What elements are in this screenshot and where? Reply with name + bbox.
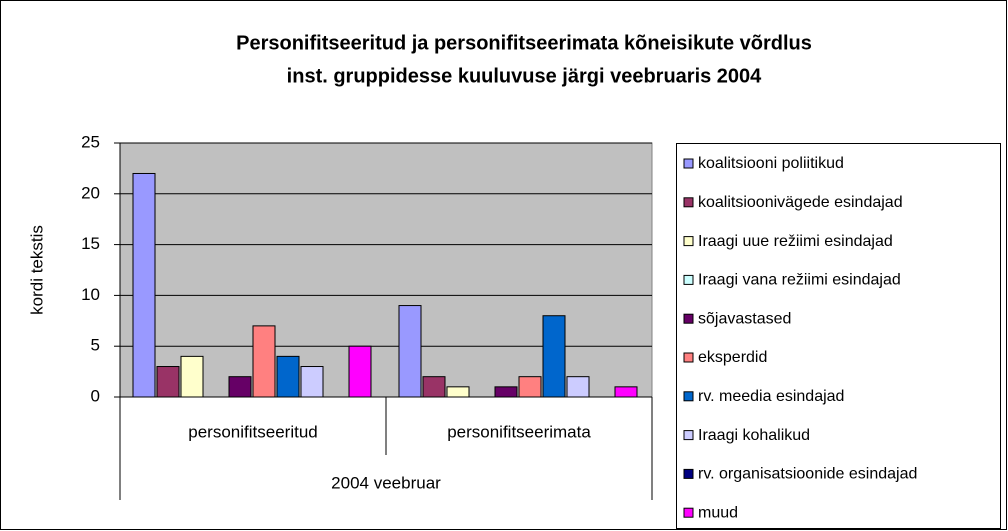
y-tick-label: 0 (91, 386, 100, 405)
bar (398, 305, 422, 398)
legend-label: Iraagi uue režiimi esindajad (698, 233, 893, 250)
legend-swatch (683, 352, 694, 363)
x-tick-label: personifitseeritud (188, 422, 317, 441)
legend-label: rv. organisatsioonide esindajad (698, 466, 917, 483)
bar (276, 355, 300, 398)
bar (518, 376, 542, 398)
bar (132, 172, 156, 398)
bar (348, 345, 372, 398)
legend-swatch (683, 507, 694, 518)
legend-label: Iraagi vana režiimi esindajad (698, 272, 901, 289)
y-tick-label: 5 (91, 336, 100, 355)
bar (422, 376, 446, 398)
y-tick-label: 10 (81, 285, 100, 304)
legend-box (676, 143, 1001, 529)
legend-swatch (683, 313, 694, 324)
chart-title: inst. gruppidesse kuuluvuse järgi veebru… (287, 65, 763, 87)
legend-swatch (683, 468, 694, 479)
legend-swatch (683, 391, 694, 402)
legend-label: muud (698, 504, 738, 521)
chart-title: Personifitseeritud ja personifitseerimat… (236, 32, 812, 54)
legend-label: rv. meedia esindajad (698, 388, 844, 405)
bar (300, 366, 324, 398)
legend-swatch (683, 236, 694, 247)
legend-label: koalitsioonivägede esindajad (698, 194, 903, 211)
bar (252, 325, 276, 398)
bar (542, 315, 566, 398)
legend-label: Iraagi kohalikud (698, 427, 810, 444)
bar (180, 355, 204, 398)
bar (566, 376, 590, 398)
x-tick-label: personifitseerimata (447, 422, 591, 441)
bar (614, 386, 638, 398)
y-tick-label: 20 (81, 183, 100, 202)
legend-swatch (683, 158, 694, 169)
legend-swatch (683, 274, 694, 285)
legend-swatch (683, 197, 694, 208)
legend-label: eksperdid (698, 349, 767, 366)
bar (228, 376, 252, 398)
bar (446, 386, 470, 398)
legend-label: sõjavastased (698, 310, 791, 327)
bar (156, 366, 180, 398)
legend-swatch (683, 430, 694, 441)
bar (494, 386, 518, 398)
y-tick-label: 15 (81, 234, 100, 253)
y-axis-title: kordi tekstis (27, 225, 46, 315)
legend-label: koalitsiooni poliitikud (698, 155, 844, 172)
group-label: 2004 veebruar (331, 473, 441, 492)
y-tick-label: 25 (81, 132, 100, 151)
